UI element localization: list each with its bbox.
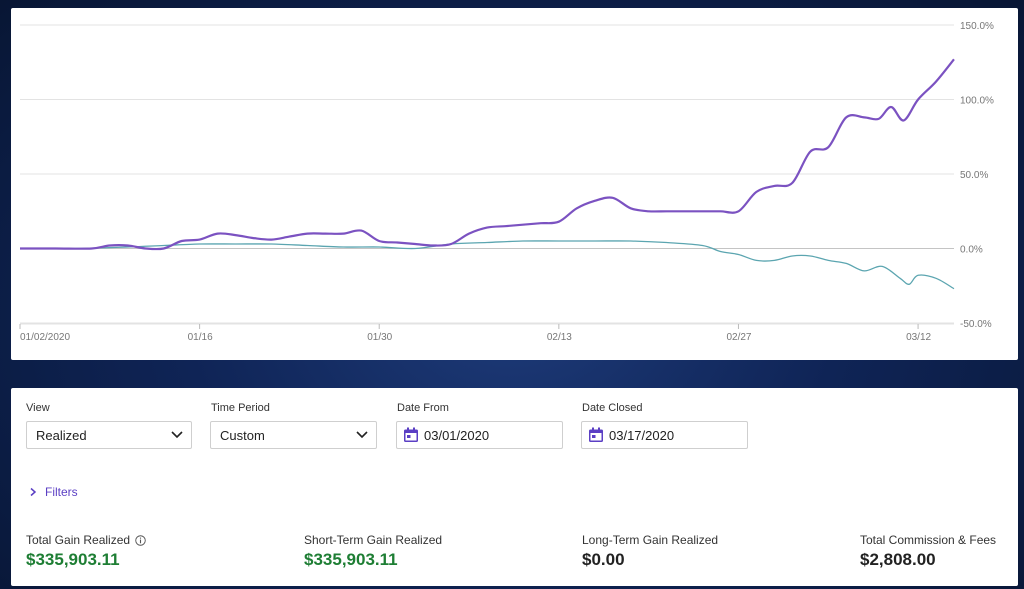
y-tick-label: 150.0% (960, 21, 994, 32)
x-tick-label: 01/30 (367, 332, 392, 343)
x-tick-label: 01/16 (188, 332, 213, 343)
series-line-portfolio (20, 58, 955, 251)
stat-total-gain: Total Gain Realized $335,903.11 (26, 533, 146, 570)
stat-total-gain-label: Total Gain Realized (26, 533, 131, 547)
calendar-icon[interactable] (403, 427, 419, 443)
controls-panel: View Realized Time Period Custom Date Fr… (11, 388, 1018, 586)
stat-total-gain-value: $335,903.11 (26, 550, 120, 569)
view-select[interactable]: Realized (26, 421, 192, 449)
filters-toggle[interactable]: Filters (29, 485, 78, 499)
x-tick-label: 02/27 (726, 332, 751, 343)
chevron-down-icon (356, 431, 368, 439)
stat-commission-value: $2,808.00 (860, 550, 936, 569)
chevron-down-icon (171, 431, 183, 439)
time-period-select[interactable]: Custom (210, 421, 377, 449)
performance-line-chart: 150.0% 100.0% 50.0% 0.0% -50.0% 01/02/2020 01/… (19, 21, 994, 343)
calendar-icon[interactable] (588, 427, 604, 443)
stat-long-term-value: $0.00 (582, 550, 625, 569)
y-tick-label: 50.0% (960, 170, 988, 181)
date-from-label: Date From (397, 402, 449, 414)
chevron-right-icon (30, 487, 37, 497)
date-closed-input[interactable]: 03/17/2020 (581, 421, 748, 449)
date-from-input[interactable]: 03/01/2020 (396, 421, 563, 449)
stat-commission-label: Total Commission & Fees (860, 533, 997, 547)
time-period-select-value: Custom (220, 427, 265, 443)
time-period-label: Time Period (211, 402, 270, 414)
view-select-value: Realized (36, 427, 87, 443)
stat-short-term-value: $335,903.11 (304, 550, 398, 569)
stat-commission: Total Commission & Fees $2,808.00 (860, 533, 996, 570)
x-tick-label: 02/13 (547, 332, 572, 343)
stat-long-term: Long-Term Gain Realized $0.00 (582, 533, 718, 570)
y-tick-label: 100.0% (960, 96, 994, 107)
performance-chart-card: 150.0% 100.0% 50.0% 0.0% -50.0% 01/02/2020 01/… (11, 8, 1018, 360)
stat-short-term: Short-Term Gain Realized $335,903.11 (304, 533, 442, 570)
filters-label: Filters (45, 485, 78, 499)
date-closed-label: Date Closed (582, 402, 643, 414)
info-icon[interactable] (135, 534, 146, 546)
stat-short-term-label: Short-Term Gain Realized (304, 533, 443, 547)
view-label: View (26, 402, 50, 414)
date-closed-value: 03/17/2020 (609, 427, 675, 443)
stat-long-term-label: Long-Term Gain Realized (582, 533, 719, 547)
date-from-value: 03/01/2020 (424, 427, 490, 443)
series-line-benchmark (19, 240, 955, 290)
y-tick-label: -50.0% (960, 319, 992, 330)
y-tick-label: 0.0% (960, 245, 983, 256)
x-tick-label: 01/02/2020 (20, 332, 70, 343)
x-tick-label: 03/12 (906, 332, 931, 343)
